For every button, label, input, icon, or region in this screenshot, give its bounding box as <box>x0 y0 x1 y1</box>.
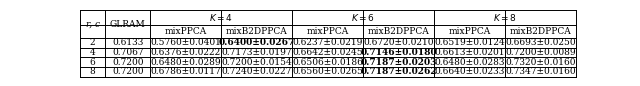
Text: mixPPCA: mixPPCA <box>307 27 349 36</box>
Text: 0.6693±0.0250: 0.6693±0.0250 <box>505 38 576 47</box>
Text: mixB2DPPCA: mixB2DPPCA <box>368 27 429 36</box>
Text: 0.6237±0.0219: 0.6237±0.0219 <box>292 38 363 47</box>
Text: 0.7200±0.0154: 0.7200±0.0154 <box>221 58 292 67</box>
Text: 0.7320±0.0160: 0.7320±0.0160 <box>505 58 576 67</box>
Text: 8: 8 <box>90 67 95 76</box>
Text: 0.6720±0.0210: 0.6720±0.0210 <box>364 38 434 47</box>
Text: 0.6519±0.0124: 0.6519±0.0124 <box>434 38 505 47</box>
Text: $K=8$: $K=8$ <box>493 12 517 23</box>
Text: 0.6376±0.0222: 0.6376±0.0222 <box>150 48 221 57</box>
Text: r, c: r, c <box>86 20 100 29</box>
Text: mixPPCA: mixPPCA <box>164 27 207 36</box>
Text: $K=4$: $K=4$ <box>209 12 234 23</box>
Text: 0.6480±0.0283: 0.6480±0.0283 <box>435 58 505 67</box>
Text: 0.6640±0.0233: 0.6640±0.0233 <box>435 67 505 76</box>
Text: GLRAM: GLRAM <box>110 20 146 29</box>
Text: 0.6560±0.0265: 0.6560±0.0265 <box>292 67 363 76</box>
Text: mixB2DPPCA: mixB2DPPCA <box>509 27 572 36</box>
Text: 0.6613±0.0201: 0.6613±0.0201 <box>435 48 505 57</box>
Text: 0.7146±0.0180: 0.7146±0.0180 <box>360 48 437 57</box>
Text: mixB2DPPCA: mixB2DPPCA <box>226 27 287 36</box>
Text: 0.7240±0.0227: 0.7240±0.0227 <box>221 67 292 76</box>
Text: 0.7347±0.0160: 0.7347±0.0160 <box>505 67 576 76</box>
Text: 0.6786±0.0117: 0.6786±0.0117 <box>150 67 221 76</box>
Text: 0.6480±0.0289: 0.6480±0.0289 <box>150 58 221 67</box>
Text: 0.7200±0.0089: 0.7200±0.0089 <box>505 48 576 57</box>
Text: 0.7187±0.0203: 0.7187±0.0203 <box>360 58 437 67</box>
Text: $K=6$: $K=6$ <box>351 12 375 23</box>
Text: 0.7200: 0.7200 <box>112 67 143 76</box>
Text: 0.5760±0.0401: 0.5760±0.0401 <box>150 38 221 47</box>
Text: 0.7187±0.0262: 0.7187±0.0262 <box>360 67 437 76</box>
Text: 0.7200: 0.7200 <box>112 58 143 67</box>
Text: 4: 4 <box>90 48 95 57</box>
Text: 0.6400±0.0267: 0.6400±0.0267 <box>219 38 295 47</box>
Text: 0.6506±0.0186: 0.6506±0.0186 <box>292 58 363 67</box>
Text: 0.7173±0.0197: 0.7173±0.0197 <box>221 48 292 57</box>
Text: 0.6133: 0.6133 <box>112 38 143 47</box>
Text: 0.6642±0.0245: 0.6642±0.0245 <box>292 48 363 57</box>
Text: 6: 6 <box>90 58 95 67</box>
Text: 0.7067: 0.7067 <box>112 48 143 57</box>
Text: mixPPCA: mixPPCA <box>449 27 491 36</box>
Text: 2: 2 <box>90 38 95 47</box>
